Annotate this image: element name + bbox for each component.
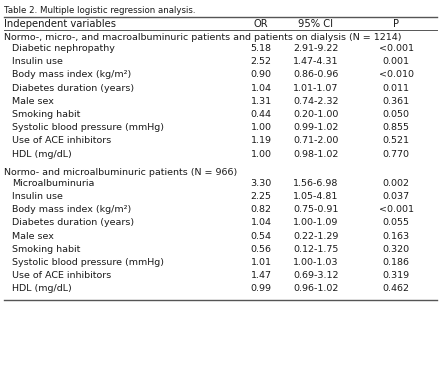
Text: 0.055: 0.055	[382, 219, 410, 227]
Text: 0.54: 0.54	[250, 232, 272, 241]
Text: 0.82: 0.82	[250, 205, 272, 214]
Text: 1.04: 1.04	[250, 83, 272, 93]
Text: 1.00: 1.00	[250, 123, 272, 132]
Text: 1.05-4.81: 1.05-4.81	[293, 192, 339, 201]
Text: 0.96-1.02: 0.96-1.02	[293, 285, 339, 293]
Text: 0.56: 0.56	[250, 245, 272, 254]
Text: 0.186: 0.186	[382, 258, 410, 267]
Text: <0.001: <0.001	[378, 44, 414, 53]
Text: 0.74-2.32: 0.74-2.32	[293, 97, 339, 106]
Text: 1.01-1.07: 1.01-1.07	[293, 83, 339, 93]
Text: Diabetes duration (years): Diabetes duration (years)	[12, 219, 134, 227]
Text: 0.855: 0.855	[382, 123, 410, 132]
Text: 0.44: 0.44	[250, 110, 272, 119]
Text: 0.12-1.75: 0.12-1.75	[293, 245, 339, 254]
Text: Insulin use: Insulin use	[12, 57, 63, 66]
Text: 0.462: 0.462	[382, 285, 410, 293]
Text: P: P	[393, 19, 399, 29]
Text: Male sex: Male sex	[12, 232, 54, 241]
Text: 2.91-9.22: 2.91-9.22	[293, 44, 339, 53]
Text: 1.47-4.31: 1.47-4.31	[293, 57, 339, 66]
Text: Systolic blood pressure (mmHg): Systolic blood pressure (mmHg)	[12, 123, 164, 132]
Text: 0.98-1.02: 0.98-1.02	[293, 150, 339, 158]
Text: 1.01: 1.01	[250, 258, 272, 267]
Text: Diabetes duration (years): Diabetes duration (years)	[12, 83, 134, 93]
Text: Use of ACE inhibitors: Use of ACE inhibitors	[12, 271, 111, 280]
Text: 1.04: 1.04	[250, 219, 272, 227]
Text: 0.22-1.29: 0.22-1.29	[293, 232, 339, 241]
Text: 0.75-0.91: 0.75-0.91	[293, 205, 339, 214]
Text: 0.20-1.00: 0.20-1.00	[293, 110, 339, 119]
Text: 1.00-1.09: 1.00-1.09	[293, 219, 339, 227]
Text: 0.361: 0.361	[382, 97, 410, 106]
Text: <0.010: <0.010	[378, 70, 414, 79]
Text: 1.00: 1.00	[250, 150, 272, 158]
Text: OR: OR	[254, 19, 268, 29]
Text: Independent variables: Independent variables	[4, 19, 116, 29]
Text: Use of ACE inhibitors: Use of ACE inhibitors	[12, 137, 111, 145]
Text: 95% CI: 95% CI	[299, 19, 333, 29]
Text: Microalbuminuria: Microalbuminuria	[12, 179, 94, 188]
Text: 0.770: 0.770	[382, 150, 410, 158]
Text: 0.69-3.12: 0.69-3.12	[293, 271, 339, 280]
Text: 1.19: 1.19	[250, 137, 272, 145]
Text: 0.99-1.02: 0.99-1.02	[293, 123, 339, 132]
Text: 0.320: 0.320	[382, 245, 410, 254]
Text: 0.86-0.96: 0.86-0.96	[293, 70, 339, 79]
Text: Normo- and microalbuminuric patients (N = 966): Normo- and microalbuminuric patients (N …	[4, 168, 237, 177]
Text: Smoking habit: Smoking habit	[12, 110, 80, 119]
Text: Diabetic nephropathy: Diabetic nephropathy	[12, 44, 115, 53]
Text: HDL (mg/dL): HDL (mg/dL)	[12, 285, 72, 293]
Text: 3.30: 3.30	[250, 179, 272, 188]
Text: 2.52: 2.52	[250, 57, 272, 66]
Text: 0.011: 0.011	[382, 83, 410, 93]
Text: 0.521: 0.521	[382, 137, 410, 145]
Text: HDL (mg/dL): HDL (mg/dL)	[12, 150, 72, 158]
Text: 1.31: 1.31	[250, 97, 272, 106]
Text: Systolic blood pressure (mmHg): Systolic blood pressure (mmHg)	[12, 258, 164, 267]
Text: 0.319: 0.319	[382, 271, 410, 280]
Text: 0.037: 0.037	[382, 192, 410, 201]
Text: Normo-, micro-, and macroalbuminuric patients and patients on dialysis (N = 1214: Normo-, micro-, and macroalbuminuric pat…	[4, 33, 401, 42]
Text: 5.18: 5.18	[250, 44, 272, 53]
Text: 0.050: 0.050	[382, 110, 410, 119]
Text: Body mass index (kg/m²): Body mass index (kg/m²)	[12, 205, 131, 214]
Text: Smoking habit: Smoking habit	[12, 245, 80, 254]
Text: 0.002: 0.002	[382, 179, 410, 188]
Text: 1.47: 1.47	[250, 271, 272, 280]
Text: Male sex: Male sex	[12, 97, 54, 106]
Text: 0.99: 0.99	[250, 285, 272, 293]
Text: 0.163: 0.163	[382, 232, 410, 241]
Text: Body mass index (kg/m²): Body mass index (kg/m²)	[12, 70, 131, 79]
Text: 1.56-6.98: 1.56-6.98	[293, 179, 339, 188]
Text: 0.001: 0.001	[382, 57, 410, 66]
Text: 0.71-2.00: 0.71-2.00	[293, 137, 339, 145]
Text: <0.001: <0.001	[378, 205, 414, 214]
Text: 2.25: 2.25	[250, 192, 272, 201]
Text: Insulin use: Insulin use	[12, 192, 63, 201]
Text: Table 2. Multiple logistic regression analysis.: Table 2. Multiple logistic regression an…	[4, 6, 195, 15]
Text: 1.00-1.03: 1.00-1.03	[293, 258, 339, 267]
Text: 0.90: 0.90	[250, 70, 272, 79]
